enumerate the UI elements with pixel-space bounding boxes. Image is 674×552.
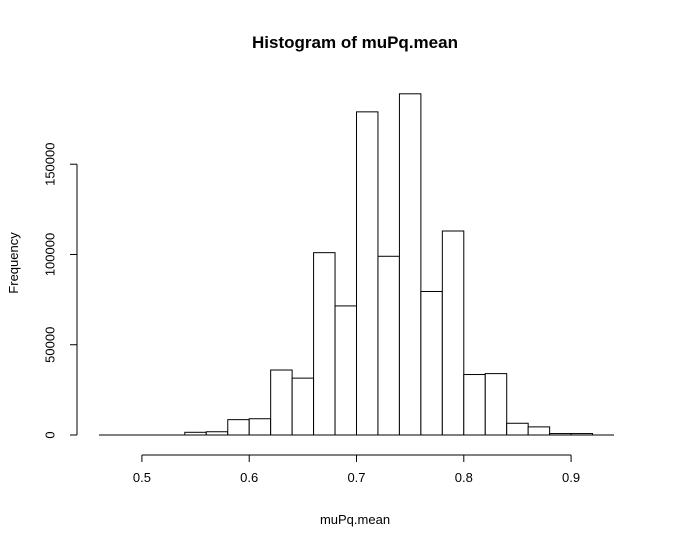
histogram-bar-1 [205,431,229,436]
y-tick-label-1: 50000 [43,327,58,363]
histogram-bar-14 [484,373,508,436]
histogram-bars [99,93,614,436]
histogram-bar-18 [570,433,594,436]
y-tick-label-3: 150000 [43,143,58,186]
y-axis: 0 50000 100000 150000 [43,143,78,439]
histogram-bar-16 [527,426,551,436]
chart-title: Histogram of muPq.mean [252,33,458,52]
x-axis: 0.5 0.6 0.7 0.8 0.9 [133,454,580,485]
histogram-bar-17 [549,433,572,436]
histogram-bar-13 [463,374,486,436]
histogram-bar-2 [227,419,250,436]
histogram-bar-3 [248,418,272,436]
histogram-bar-7 [334,305,357,436]
x-tick-label-4: 0.9 [562,470,580,485]
x-tick-label-3: 0.8 [455,470,473,485]
y-axis-label: Frequency [6,232,21,294]
x-tick-label-0: 0.5 [133,470,151,485]
y-tick-label-2: 100000 [43,233,58,276]
y-tick-label-0: 0 [43,431,58,438]
histogram-bar-9 [377,255,400,436]
x-tick-label-1: 0.6 [240,470,258,485]
histogram-bar-12 [441,230,465,436]
histogram-bar-15 [506,422,529,436]
histogram-bar-5 [291,377,315,436]
histogram-bar-8 [356,111,379,436]
histogram-bar-0 [184,431,207,436]
histogram-bar-6 [313,252,336,436]
histogram-bar-10 [398,93,422,436]
histogram-bar-11 [420,290,443,436]
x-axis-label: muPq.mean [320,512,390,527]
histogram-bar-4 [270,369,293,436]
x-tick-label-2: 0.7 [347,470,365,485]
